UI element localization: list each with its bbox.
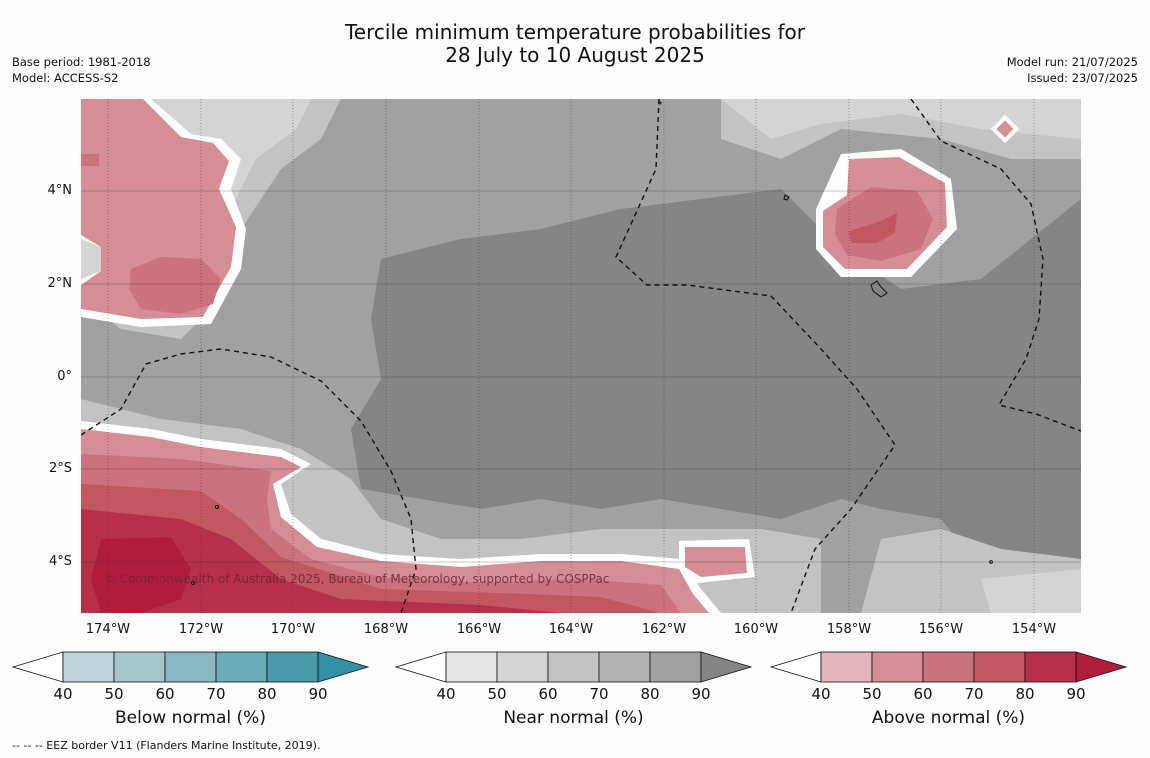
near-normal-50-region-se (981, 569, 1081, 613)
island-top (658, 101, 662, 105)
above-normal-60-spot-nw (81, 154, 99, 166)
eez-border-central (615, 99, 896, 613)
lon-tick-label: 172°W (178, 622, 224, 637)
colorbar-title: Below normal (%) (115, 708, 266, 728)
lat-gridlines (81, 190, 1081, 563)
colorbar-tick-label: 90 (308, 685, 328, 703)
island-sw-2 (190, 580, 196, 586)
colorbar-tick-label: 90 (1066, 685, 1086, 703)
colorbar-tick-label: 40 (811, 685, 831, 703)
colorbar-segment (547, 651, 600, 683)
colorbar-segment (113, 651, 166, 683)
colorbar-left-arrow (395, 651, 447, 683)
colorbar-tick-label: 90 (691, 685, 711, 703)
lon-tick-label: 174°W (85, 622, 131, 637)
lon-tick-label: 168°W (363, 622, 409, 637)
probability-map (81, 99, 1081, 613)
colorbar-tick-label: 70 (589, 685, 609, 703)
lon-tick-label: 166°W (456, 622, 502, 637)
lon-tick-label: 156°W (918, 622, 964, 637)
lon-tick-label: 154°W (1011, 622, 1057, 637)
colorbar-segment (820, 651, 873, 683)
colorbar-segment (871, 651, 924, 683)
colorbar-1 (395, 651, 752, 683)
island-sw-1 (214, 504, 220, 510)
colorbar-segment (598, 651, 651, 683)
lon-tick-label: 164°W (548, 622, 594, 637)
island-se (989, 560, 993, 564)
colorbar-tick-label: 60 (538, 685, 558, 703)
above-normal-70-region-ne (849, 213, 897, 243)
colorbar-segment (496, 651, 549, 683)
map-svg (81, 99, 1081, 613)
colorbar-segment (649, 651, 702, 683)
colorbar-tick-label: 70 (964, 685, 984, 703)
colorbar-segment (164, 651, 217, 683)
lat-tick-label: 2°N (47, 276, 73, 291)
colorbar-tick-label: 60 (913, 685, 933, 703)
colorbar-tick-label: 60 (155, 685, 175, 703)
lat-tick-label: 2°S (48, 461, 72, 476)
map-title-line-2: 28 July to 10 August 2025 (445, 43, 705, 67)
eez-footnote: -- -- -- EEZ border V11 (Flanders Marine… (12, 739, 321, 752)
model-text: Model: ACCESS-S2 (12, 71, 119, 85)
colorbar-right-arrow (317, 651, 369, 683)
colorbar-2 (770, 651, 1127, 683)
colorbar-segment (445, 651, 498, 683)
colorbar-title: Near normal (%) (503, 708, 644, 728)
issued-text: Issued: 23/07/2025 (1027, 71, 1138, 85)
colorbar-title: Above normal (%) (871, 708, 1026, 728)
colorbar-0 (12, 651, 369, 683)
colorbar-tick-label: 40 (53, 685, 73, 703)
colorbar-tick-label: 50 (487, 685, 507, 703)
lat-tick-label: 4°N (47, 183, 73, 198)
meta-left: Base period: 1981-2018 Model: ACCESS-S2 (12, 54, 151, 86)
lon-tick-label: 162°W (641, 622, 687, 637)
colorbar-segment (922, 651, 975, 683)
model-run-text: Model run: 21/07/2025 (1006, 55, 1138, 69)
colorbar-tick-label: 80 (257, 685, 277, 703)
meta-right: Model run: 21/07/2025 Issued: 23/07/2025 (1007, 54, 1138, 86)
colorbar-segment (62, 651, 115, 683)
island-small-ne (783, 194, 790, 201)
island-jarvis (870, 280, 888, 298)
colorbar-tick-label: 80 (1015, 685, 1035, 703)
islands (190, 101, 993, 586)
above-normal-90-region-sw (91, 537, 191, 613)
colorbar-right-arrow (1075, 651, 1127, 683)
eez-border-west (81, 348, 417, 613)
lon-tick-label: 170°W (270, 622, 316, 637)
lat-tick-label: 0° (57, 369, 72, 384)
colorbar-tick-label: 50 (862, 685, 882, 703)
lon-tick-label: 158°W (826, 622, 872, 637)
above-normal-50-spot-ne (990, 114, 1020, 144)
colorbar-left-arrow (12, 651, 64, 683)
copyright-notice: © Commonwealth of Australia 2025, Bureau… (104, 572, 610, 586)
map-title-line-1: Tercile minimum temperature probabilitie… (344, 20, 806, 44)
colorbar-tick-label: 40 (436, 685, 456, 703)
colorbar-segment (973, 651, 1026, 683)
colorbar-tick-label: 70 (206, 685, 226, 703)
colorbar-segment (266, 651, 319, 683)
lon-tick-label: 160°W (733, 622, 779, 637)
colorbar-right-arrow (700, 651, 752, 683)
above-normal-60-region-nw (129, 257, 221, 314)
eez-borders (81, 99, 1081, 613)
colorbar-tick-label: 50 (104, 685, 124, 703)
eez-border-east (910, 99, 1081, 432)
base-period-text: Base period: 1981-2018 (12, 55, 151, 69)
colorbar-segment (215, 651, 268, 683)
lat-tick-label: 4°S (48, 554, 72, 569)
colorbar-left-arrow (770, 651, 822, 683)
colorbar-tick-label: 80 (640, 685, 660, 703)
colorbar-segment (1024, 651, 1077, 683)
